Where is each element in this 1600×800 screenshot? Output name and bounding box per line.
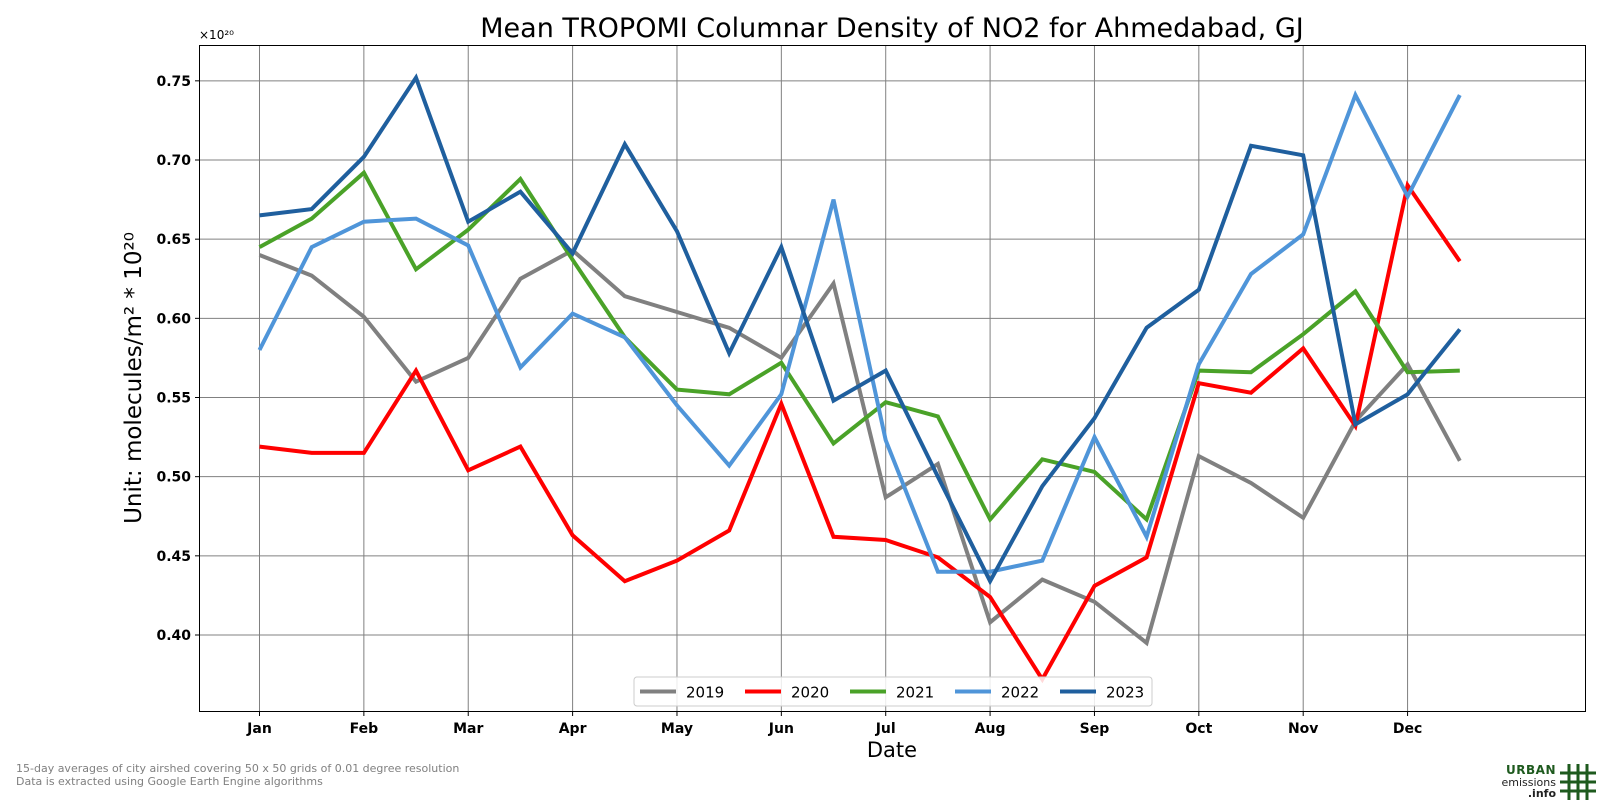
series-lines (257, 73, 1462, 684)
x-tick-label: Sep (1080, 721, 1110, 737)
series-line-2020 (259, 180, 1462, 684)
legend-label-2022: 2022 (1001, 684, 1039, 702)
x-tick-label: Aug (975, 721, 1006, 737)
grid-hash-icon (1560, 764, 1596, 800)
x-tick-label: Apr (559, 721, 587, 737)
urban-emissions-logo: URBAN emissions .info (1498, 762, 1598, 800)
x-tick-label: Mar (453, 721, 483, 737)
plot-frame (199, 45, 1586, 712)
footnote-averages: 15-day averages of city airshed covering… (16, 762, 460, 775)
y-axis-label: Unit: molecules/m² * 10²⁰ (121, 232, 147, 524)
x-tick-label: Nov (1288, 721, 1318, 737)
chart-title: Mean TROPOMI Columnar Density of NO2 for… (480, 13, 1303, 44)
y-tick-label: 0.55 (156, 391, 191, 407)
legend-label-2021: 2021 (896, 684, 934, 702)
x-tick-label: Jun (768, 721, 794, 737)
x-axis-label: Date (867, 738, 917, 762)
series-line-2022 (257, 90, 1462, 574)
series-line-2023 (259, 73, 1462, 586)
grid-lines (200, 46, 1585, 711)
y-tick-label: 0.50 (156, 470, 191, 486)
y-tick-label: 0.40 (156, 628, 191, 644)
x-tick-label: Feb (350, 721, 379, 737)
x-tick-label: Dec (1393, 721, 1422, 737)
legend-label-2020: 2020 (791, 684, 829, 702)
axis-ticks: Jan Feb Mar Apr May Jun Jul Aug Sep Oct Nov Dec 0.40… (156, 74, 1422, 737)
x-tick-label: May (661, 721, 693, 737)
y-tick-label: 0.45 (156, 549, 191, 565)
y-tick-label: 0.60 (156, 311, 191, 327)
y-tick-label: 0.65 (156, 232, 191, 248)
x-tick-label: Oct (1185, 721, 1212, 737)
legend-label-2023: 2023 (1106, 684, 1144, 702)
logo-text-emissions: emissions (1501, 776, 1557, 789)
series-line-2021 (258, 169, 1460, 523)
y-offset-label: ×10²⁰ (199, 28, 234, 42)
series-line-2019 (258, 247, 1462, 647)
y-tick-label: 0.75 (156, 74, 191, 90)
logo-text-info: .info (1527, 787, 1556, 800)
y-tick-label: 0.70 (156, 153, 191, 169)
legend: 2019 2020 2021 2022 2023 (633, 676, 1153, 707)
legend-box (633, 676, 1153, 707)
x-tick-label: Jan (246, 721, 272, 737)
logo-text-urban: URBAN (1506, 763, 1556, 777)
x-tick-label: Jul (875, 721, 896, 737)
footnote-source: Data is extracted using Google Earth Eng… (16, 775, 323, 788)
legend-label-2019: 2019 (686, 684, 724, 702)
